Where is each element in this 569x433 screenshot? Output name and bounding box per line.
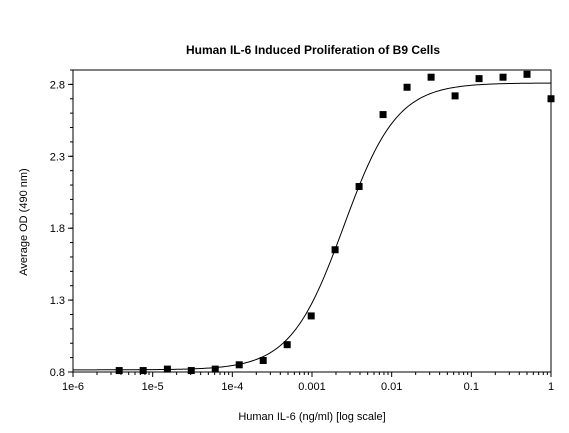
y-tick-label: 2.3 [50, 151, 65, 163]
x-axis: 1e-6 1e-5 1e-4 0.001 0.01 0.1 1 [62, 372, 554, 393]
chart-title: Human IL-6 Induced Proliferation of B9 C… [186, 43, 440, 57]
data-point [235, 361, 243, 369]
data-point [307, 312, 315, 320]
data-point [163, 365, 171, 373]
data-point [547, 95, 555, 103]
x-tick-label: 1e-6 [62, 381, 84, 393]
data-point [331, 246, 339, 254]
x-tick-label: 0.1 [464, 381, 479, 393]
y-tick-label: 0.8 [50, 367, 65, 379]
data-point [187, 367, 195, 375]
y-axis-label: Average OD (490 nm) [18, 168, 30, 275]
y-tick-label: 2.8 [50, 79, 65, 91]
data-point [523, 70, 531, 78]
data-point [379, 111, 387, 119]
data-point [259, 356, 267, 364]
y-tick-label: 1.3 [50, 295, 65, 307]
data-point [403, 83, 411, 91]
x-axis-label: Human IL-6 (ng/ml) [log scale] [238, 411, 385, 423]
data-point [451, 92, 459, 100]
data-point [115, 367, 123, 375]
x-tick-label: 1e-5 [142, 381, 164, 393]
y-tick-label: 1.8 [50, 223, 65, 235]
plot-area [72, 69, 552, 373]
y-axis: 0.8 1.3 1.8 2.3 2.8 [50, 69, 73, 379]
data-points [115, 70, 555, 375]
data-point [139, 367, 147, 375]
x-tick-label: 1e-4 [221, 381, 243, 393]
x-tick-label: 1 [548, 381, 554, 393]
fit-curve [73, 82, 552, 371]
x-tick-label: 0.001 [298, 381, 326, 393]
data-point [427, 73, 435, 81]
data-point [475, 75, 483, 83]
data-point [283, 341, 291, 349]
x-tick-label: 0.01 [381, 381, 402, 393]
data-point [499, 73, 507, 81]
data-point [211, 365, 219, 373]
data-point [355, 182, 363, 190]
